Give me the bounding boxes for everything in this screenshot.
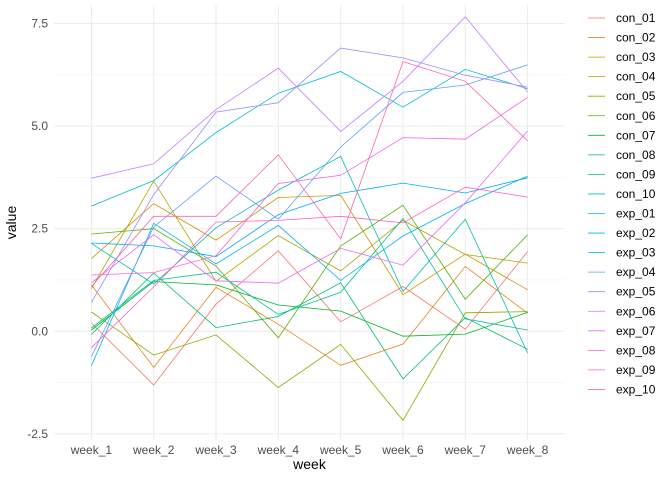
series-line-exp_07 <box>91 130 528 284</box>
legend-item: exp_10 <box>588 382 656 396</box>
legend-item: exp_05 <box>588 285 656 299</box>
legend-label: exp_03 <box>616 246 656 260</box>
legend-item: exp_02 <box>588 226 656 240</box>
series-line-exp_10 <box>91 61 528 287</box>
series-line-exp_05 <box>91 47 528 303</box>
legend: con_01 con_02 con_03 con_04 con_05 con_06 con_… <box>588 11 656 396</box>
legend-item: exp_03 <box>588 246 656 260</box>
legend-label: exp_05 <box>616 285 656 299</box>
series-line-exp_09 <box>91 186 528 348</box>
x-tick-labels: week_1 week_2 week_3 week_4 week_5 week_6 week… <box>70 443 549 457</box>
series-line-con_08 <box>91 272 528 380</box>
series-line-exp_06 <box>91 16 528 179</box>
series-line-con_02 <box>91 265 528 369</box>
series-line-con_06 <box>91 204 528 339</box>
legend-item: con_07 <box>588 128 656 142</box>
y-axis-title: value <box>3 206 19 240</box>
series-line-con_09 <box>91 217 528 331</box>
legend-label: con_04 <box>616 70 656 84</box>
x-tick-label: week_8 <box>506 443 549 457</box>
legend-label: exp_10 <box>616 382 656 396</box>
legend-label: exp_08 <box>616 343 656 357</box>
x-tick-label: week_1 <box>70 443 113 457</box>
series-line-con_07 <box>91 281 528 337</box>
series-line-con_05 <box>91 311 528 421</box>
legend-item: con_09 <box>588 167 656 181</box>
legend-item: exp_06 <box>588 304 656 318</box>
legend-label: con_07 <box>616 128 656 142</box>
legend-item: con_04 <box>588 70 656 84</box>
legend-label: exp_09 <box>616 363 656 377</box>
series-line-exp_02 <box>91 175 528 366</box>
series-line-con_01 <box>91 250 528 386</box>
legend-item: exp_01 <box>588 207 656 221</box>
legend-label: con_08 <box>616 148 656 162</box>
legend-item: con_10 <box>588 187 656 201</box>
legend-label: exp_02 <box>616 226 656 240</box>
x-tick-label: week_2 <box>132 443 175 457</box>
y-tick-label: -2.5 <box>27 427 48 441</box>
legend-item: exp_08 <box>588 343 656 357</box>
series-line-con_10 <box>91 155 528 354</box>
series-lines <box>91 16 528 421</box>
legend-label: con_06 <box>616 109 656 123</box>
legend-label: con_03 <box>616 50 656 64</box>
series-line-exp_03 <box>91 177 528 258</box>
y-tick-label: 7.5 <box>31 16 48 30</box>
x-tick-label: week_7 <box>444 443 487 457</box>
x-tick-label: week_6 <box>381 443 424 457</box>
grid-lines <box>54 5 565 440</box>
legend-item: exp_04 <box>588 265 656 279</box>
legend-label: con_09 <box>616 167 656 181</box>
series-line-exp_04 <box>91 64 528 357</box>
legend-item: con_08 <box>588 148 656 162</box>
x-axis-title: week <box>292 456 327 472</box>
legend-item: exp_07 <box>588 324 656 338</box>
legend-item: con_03 <box>588 50 656 64</box>
y-tick-label: 2.5 <box>31 222 48 236</box>
legend-item: con_02 <box>588 31 656 45</box>
x-tick-label: week_5 <box>319 443 362 457</box>
series-line-exp_01 <box>91 68 528 207</box>
x-tick-label: week_4 <box>257 443 300 457</box>
legend-item: con_06 <box>588 109 656 123</box>
legend-label: con_02 <box>616 31 656 45</box>
legend-label: con_05 <box>616 89 656 103</box>
legend-item: con_01 <box>588 11 656 25</box>
legend-label: exp_01 <box>616 207 656 221</box>
x-tick-label: week_3 <box>194 443 237 457</box>
y-tick-label: 5.0 <box>31 119 48 133</box>
series-line-exp_08 <box>91 96 528 276</box>
legend-item: con_05 <box>588 89 656 103</box>
legend-label: con_10 <box>616 187 656 201</box>
legend-label: con_01 <box>616 11 656 25</box>
legend-label: exp_06 <box>616 304 656 318</box>
legend-label: exp_07 <box>616 324 656 338</box>
legend-label: exp_04 <box>616 265 656 279</box>
y-tick-labels: -2.5 0.0 2.5 5.0 7.5 <box>27 16 48 440</box>
y-tick-label: 0.0 <box>31 324 48 338</box>
legend-item: exp_09 <box>588 363 656 377</box>
